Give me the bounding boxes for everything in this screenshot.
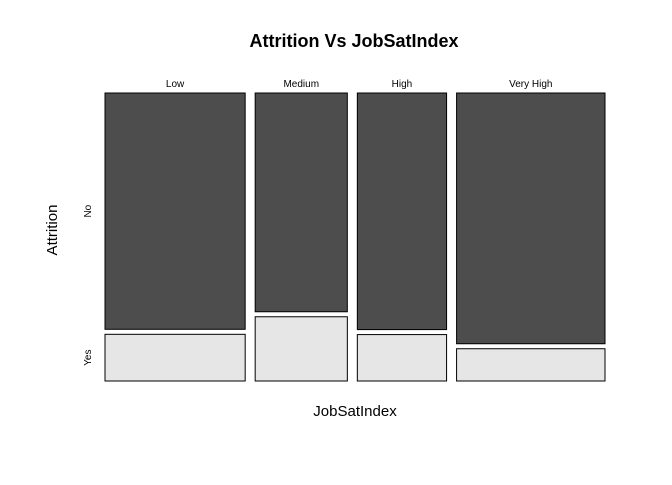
category-label-medium: Medium (283, 79, 319, 90)
category-label-low: Low (166, 79, 185, 90)
cell-medium-yes (254, 316, 348, 382)
chart-title: Attrition Vs JobSatIndex (249, 31, 458, 51)
level-label-yes: Yes (83, 349, 94, 365)
category-labels: Low Medium High Very High (166, 79, 553, 90)
y-axis-title: Attrition (44, 205, 61, 256)
cell-low-no (104, 92, 246, 330)
x-axis-title: JobSatIndex (313, 403, 397, 420)
cell-very-high-no (456, 92, 606, 345)
cell-low-yes (104, 333, 246, 382)
cell-very-high-yes (456, 348, 606, 382)
level-labels: No Yes (83, 204, 94, 365)
cell-high-no (356, 92, 448, 331)
cell-medium-no (254, 92, 348, 313)
category-label-high: High (392, 79, 413, 90)
cell-high-yes (356, 334, 448, 382)
mosaic-cells (104, 92, 606, 382)
level-label-no: No (83, 204, 94, 217)
category-label-very-high: Very High (509, 79, 552, 90)
